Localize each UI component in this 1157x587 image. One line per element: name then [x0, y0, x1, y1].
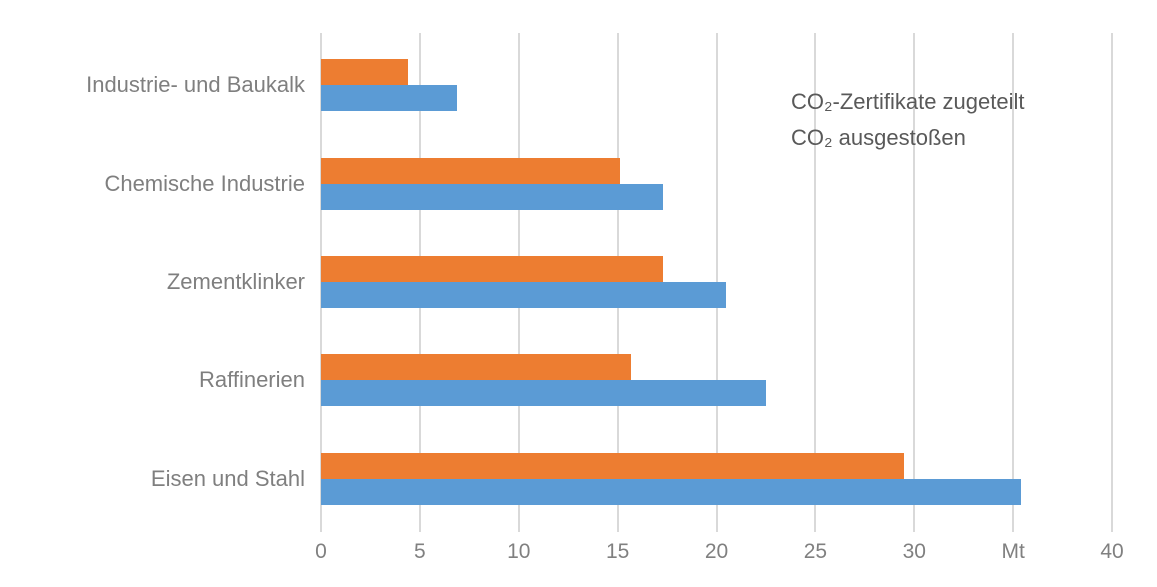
x-axis-unit-label: Mt	[1001, 540, 1025, 563]
x-tick-label-25: 25	[803, 540, 828, 563]
category-label: Eisen und Stahl	[150, 465, 305, 491]
bar-allocated	[321, 59, 408, 86]
bar-emitted	[321, 183, 664, 210]
x-tick-label-15: 15	[605, 540, 630, 563]
category-label: Raffinerien	[199, 367, 305, 393]
gridline-30	[913, 33, 916, 532]
x-tick-label-0: 0	[315, 540, 327, 563]
legend-series-emitted: CO₂ ausgestoßen	[791, 125, 966, 150]
bar-allocated	[321, 157, 620, 184]
bar-allocated	[321, 452, 905, 479]
x-tick-label-40: 40	[1100, 540, 1124, 563]
category-label: Zementklinker	[166, 268, 305, 294]
x-tick-label-5: 5	[414, 540, 426, 563]
bar-emitted	[321, 478, 1022, 505]
x-axis: 0 5 10 15 20 25 30 Mt 40	[315, 540, 1124, 572]
plot-area: CO₂-Zertifikate zugeteilt CO₂ ausgestoße…	[320, 33, 1113, 532]
bar-allocated	[321, 256, 664, 282]
x-tick-label-20: 20	[704, 540, 729, 563]
category-labels: Industrie- und Baukalk Chemische Industri…	[0, 36, 305, 528]
x-tick-label-10: 10	[507, 540, 531, 563]
bar-emitted	[321, 282, 727, 308]
x-tick-label-30: 30	[902, 540, 926, 563]
category-label: Industrie- und Baukalk	[86, 72, 305, 98]
gridline-40	[1111, 33, 1113, 532]
gridline-25	[814, 33, 817, 532]
bar-emitted	[321, 380, 766, 407]
bar-allocated	[321, 354, 632, 381]
legend: CO₂-Zertifikate zugeteilt CO₂ ausgestoße…	[791, 88, 1025, 152]
category-label: Chemische Industrie	[104, 170, 305, 196]
gridline-35	[1012, 33, 1015, 532]
bar-emitted	[321, 85, 458, 112]
legend-series-allocated: CO₂-Zertifikate zugeteilt	[791, 89, 1025, 114]
